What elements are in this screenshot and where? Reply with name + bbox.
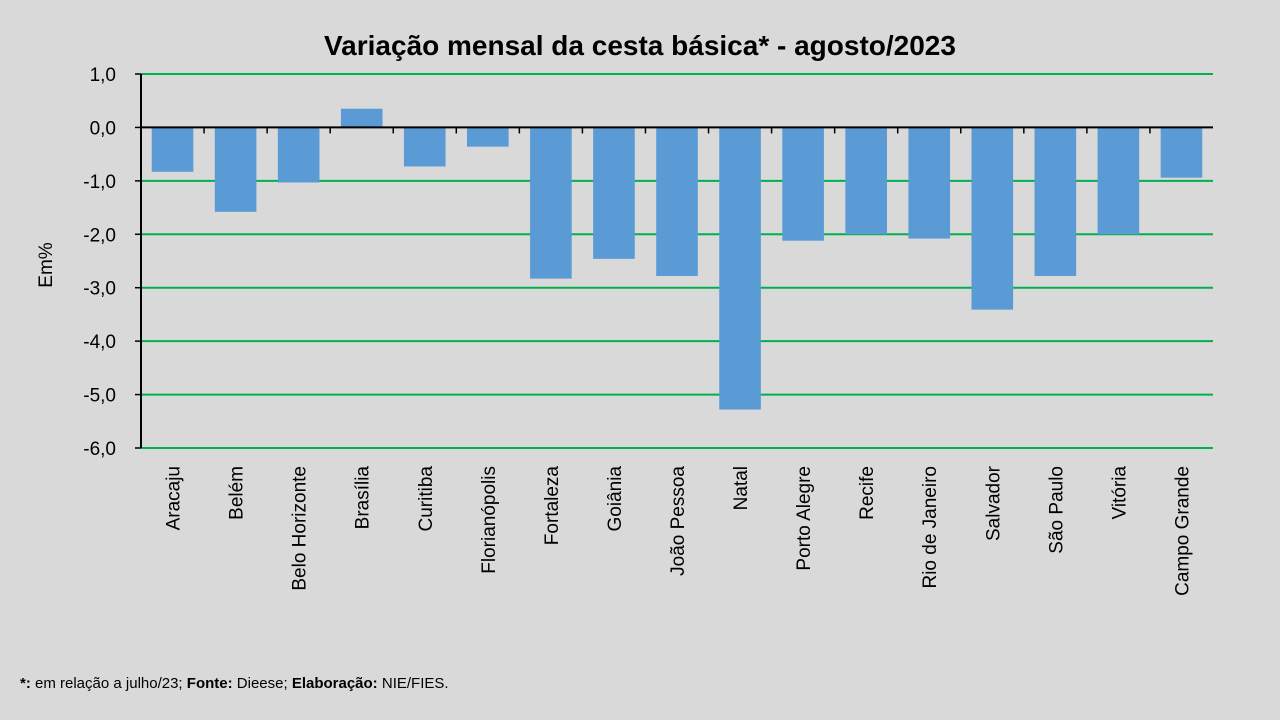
bar (908, 127, 951, 239)
x-tick-label: Natal (731, 466, 752, 510)
bar (1034, 127, 1077, 276)
chart-title: Variação mensal da cesta básica* - agost… (324, 30, 956, 61)
y-tick-label: 0,0 (90, 118, 116, 139)
y-tick-label: -3,0 (83, 279, 116, 300)
x-tick-label: Goiânia (605, 466, 626, 532)
footer-source: Dieese; (232, 675, 292, 692)
x-tick-label: Salvador (983, 465, 1004, 541)
x-tick-label: Recife (857, 466, 878, 520)
x-tick-label: Porto Alegre (794, 466, 815, 571)
bar (403, 127, 446, 167)
bar (719, 127, 761, 410)
footer-star: *: (20, 675, 31, 692)
footer-note: *: em relação a julho/23; Fonte: Dieese;… (20, 675, 449, 692)
x-tick-label: Aracaju (164, 466, 185, 530)
footer-note-text: em relação a julho/23; (30, 675, 187, 692)
bar (214, 127, 257, 212)
x-tick-label: Curitiba (416, 466, 437, 532)
x-tick-label: São Paulo (1046, 466, 1067, 554)
y-axis-label: Em% (36, 242, 57, 288)
y-tick-label: -6,0 (83, 439, 116, 460)
y-tick-label: -5,0 (83, 386, 116, 407)
y-tick-label: -4,0 (83, 332, 116, 353)
bar (277, 127, 320, 183)
footer-elaboration: NIE/FIES. (377, 675, 449, 692)
x-tick-label: Florianópolis (479, 466, 500, 574)
x-tick-label: Rio de Janeiro (920, 466, 941, 589)
bar (151, 127, 194, 172)
bar (530, 127, 572, 279)
bar (593, 127, 635, 259)
bar (1097, 127, 1140, 235)
x-tick-label: João Pessoa (668, 466, 689, 576)
x-tick-label: Fortaleza (542, 466, 563, 546)
footer-elaboration-label: Elaboração: (291, 675, 378, 692)
bar (340, 108, 383, 128)
bar (782, 127, 824, 241)
x-tick-label: Belo Horizonte (290, 466, 311, 591)
y-tick-label: 1,0 (90, 65, 116, 86)
x-tick-label: Campo Grande (1172, 466, 1193, 596)
bar (971, 127, 1014, 310)
bar (845, 127, 887, 235)
x-tick-label: Belém (227, 466, 248, 520)
bar (656, 127, 698, 276)
footer-source-label: Fonte: (186, 675, 233, 692)
x-tick-label: Vitória (1109, 466, 1130, 520)
y-tick-label: -1,0 (83, 172, 116, 193)
bar (1160, 127, 1203, 178)
x-tick-label: Brasília (353, 466, 374, 530)
bar (467, 127, 509, 147)
y-tick-label: -2,0 (83, 225, 116, 246)
